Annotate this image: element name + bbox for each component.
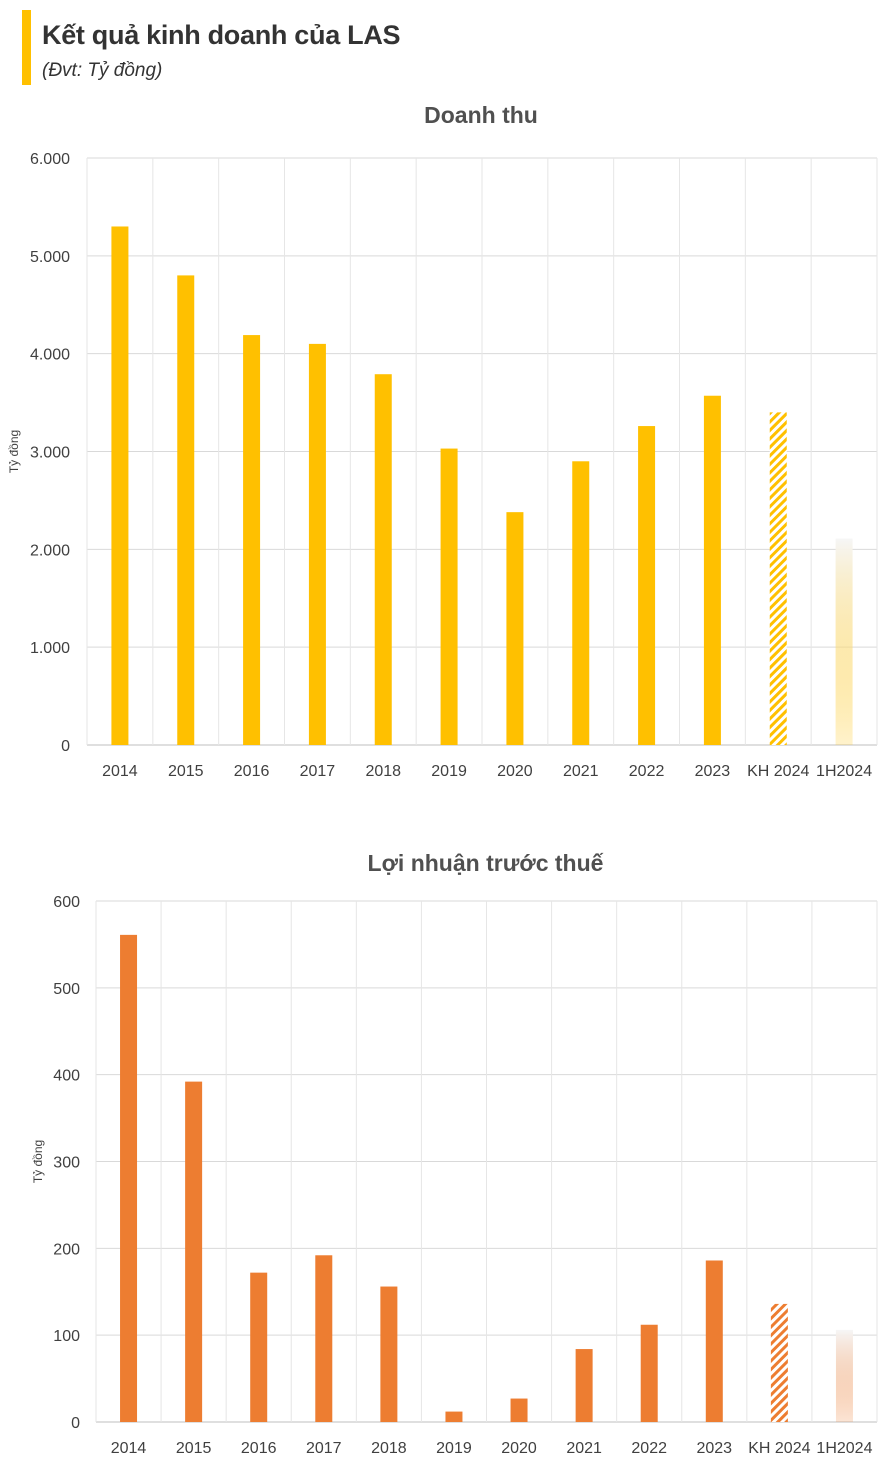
bar-2021 bbox=[572, 461, 590, 745]
bar-2018 bbox=[374, 374, 392, 745]
y-tick-label: 5.000 bbox=[30, 249, 70, 266]
y-tick-label: 0 bbox=[71, 1415, 80, 1432]
bar-2017 bbox=[308, 343, 326, 745]
x-tick-label: 2019 bbox=[431, 763, 467, 780]
y-tick-label: 3.000 bbox=[30, 445, 70, 462]
y-tick-label: 0 bbox=[61, 738, 70, 755]
x-tick-label: 2014 bbox=[111, 1440, 147, 1457]
bar-2016 bbox=[250, 1272, 268, 1422]
y-tick-label: 600 bbox=[53, 894, 80, 911]
bar-2017 bbox=[315, 1255, 333, 1422]
y-tick-label: 300 bbox=[53, 1155, 80, 1172]
bar-2015 bbox=[177, 275, 195, 745]
y-tick-label: 6.000 bbox=[30, 151, 70, 168]
x-tick-label: 2018 bbox=[365, 763, 401, 780]
chart-title: Lợi nhuận trước thuế bbox=[368, 850, 604, 876]
bar-2018 bbox=[380, 1286, 398, 1422]
revenue-chart: Doanh thu Tỷ đồng 0 1.000 2.000 3.000 4.000 5.0… bbox=[7, 102, 878, 780]
bar-2020 bbox=[510, 1398, 528, 1422]
y-tick-label: 500 bbox=[53, 981, 80, 998]
chart-title: Doanh thu bbox=[424, 102, 538, 128]
bar-2020 bbox=[506, 512, 524, 745]
bar-2019 bbox=[445, 1411, 463, 1422]
x-tick-label: 2017 bbox=[300, 763, 336, 780]
x-tick-label: KH 2024 bbox=[747, 763, 809, 780]
x-tick-label: 2016 bbox=[241, 1440, 277, 1457]
bar-2015 bbox=[185, 1081, 203, 1422]
x-tick-label: 2023 bbox=[695, 763, 731, 780]
x-tick-label: 2020 bbox=[497, 763, 533, 780]
x-tick-label: 2018 bbox=[371, 1440, 407, 1457]
x-tick-label: 2023 bbox=[696, 1440, 732, 1457]
x-tick-label: 2021 bbox=[566, 1440, 602, 1457]
x-tick-label: 2022 bbox=[631, 1440, 667, 1457]
bar-2022 bbox=[640, 1324, 658, 1422]
bar-1h2024 bbox=[835, 1329, 853, 1422]
x-tick-label: 2017 bbox=[306, 1440, 342, 1457]
y-tick-label: 400 bbox=[53, 1068, 80, 1085]
y-tick-label: 1.000 bbox=[30, 640, 70, 657]
y-tick-label: 4.000 bbox=[30, 347, 70, 364]
bar-2021 bbox=[575, 1349, 593, 1422]
bar-2014 bbox=[111, 226, 129, 745]
y-axis-label: Tỷ đồng bbox=[7, 430, 21, 473]
x-tick-label: 2016 bbox=[234, 763, 270, 780]
x-tick-label: 2019 bbox=[436, 1440, 472, 1457]
bar-2023 bbox=[703, 395, 721, 745]
x-tick-label: 2022 bbox=[629, 763, 665, 780]
x-tick-label: 1H2024 bbox=[816, 763, 872, 780]
x-tick-label: 2021 bbox=[563, 763, 599, 780]
accent-bar bbox=[22, 10, 31, 85]
y-tick-label: 200 bbox=[53, 1241, 80, 1258]
header: Kết quả kinh doanh của LAS (Đvt: Tỷ đồng… bbox=[22, 8, 882, 88]
x-tick-label: 2015 bbox=[168, 763, 204, 780]
page-subtitle: (Đvt: Tỷ đồng) bbox=[42, 60, 163, 81]
bar-1h2024 bbox=[835, 538, 853, 745]
bar-2016 bbox=[243, 335, 261, 745]
x-tick-label: 2020 bbox=[501, 1440, 537, 1457]
x-tick-label: KH 2024 bbox=[748, 1440, 810, 1457]
y-tick-label: 2.000 bbox=[30, 542, 70, 559]
x-tick-label: 2014 bbox=[102, 763, 138, 780]
bar-2022 bbox=[638, 426, 656, 745]
bar-kh-2024 bbox=[770, 1303, 788, 1422]
profit-chart: Lợi nhuận trước thuế Tỷ đồng 0 100 200 300 400… bbox=[31, 850, 878, 1457]
bar-2014 bbox=[120, 934, 138, 1422]
bar-2019 bbox=[440, 448, 458, 745]
y-tick-label: 100 bbox=[53, 1328, 80, 1345]
x-tick-label: 2015 bbox=[176, 1440, 212, 1457]
bar-2023 bbox=[705, 1260, 723, 1422]
bar-kh-2024 bbox=[769, 412, 787, 745]
x-tick-label: 1H2024 bbox=[816, 1440, 872, 1457]
y-axis-label: Tỷ đồng bbox=[31, 1140, 45, 1183]
page-title: Kết quả kinh doanh của LAS bbox=[42, 20, 401, 50]
